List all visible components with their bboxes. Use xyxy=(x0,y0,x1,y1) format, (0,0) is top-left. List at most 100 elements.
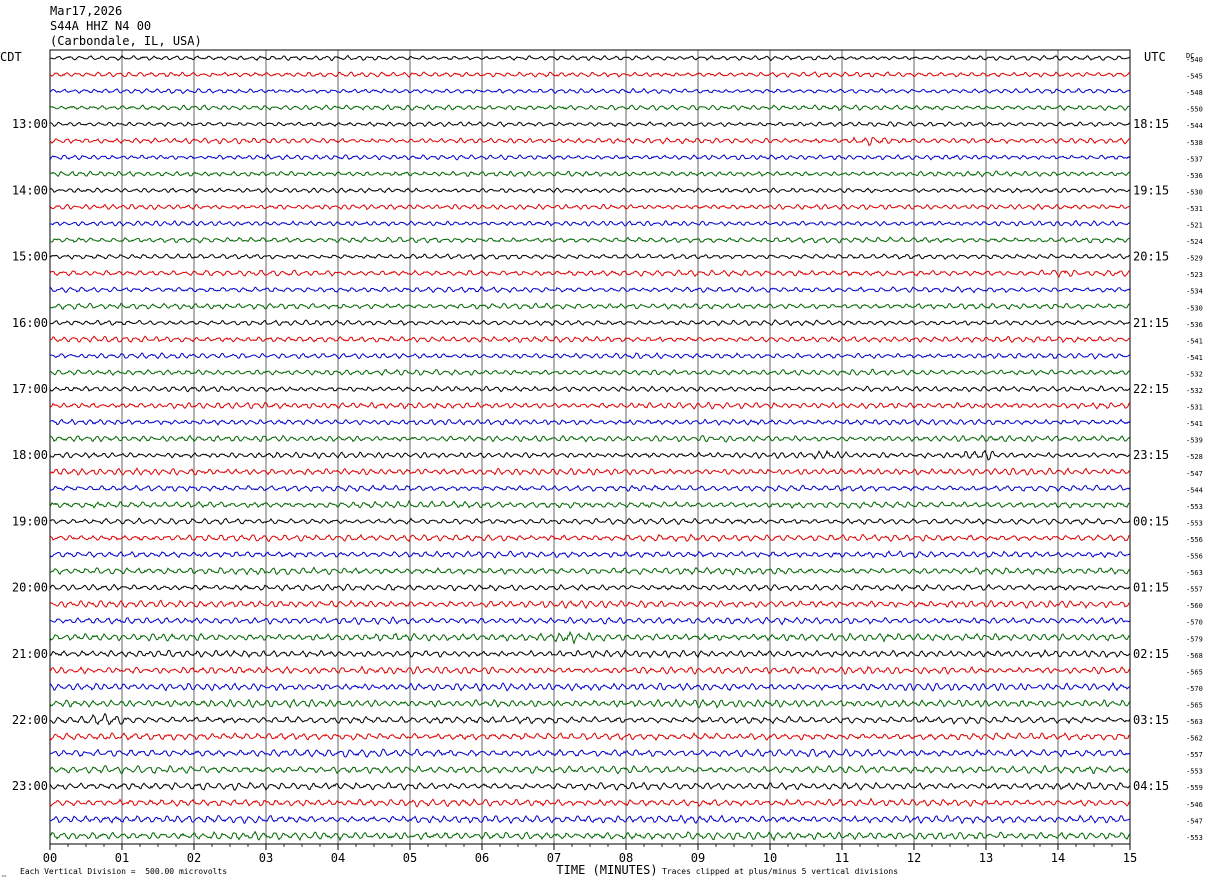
header-location: (Carbondale, IL, USA) xyxy=(50,34,202,48)
seismic-trace xyxy=(49,566,1131,576)
dc-offset-label: -559 xyxy=(1186,784,1203,792)
x-tick-label: 13 xyxy=(979,851,993,865)
dc-offset-label: -531 xyxy=(1186,404,1203,412)
cdt-label: CDT xyxy=(0,50,22,64)
dc-offset-label: -538 xyxy=(1186,139,1203,147)
utc-hour-label: 23:15 xyxy=(1133,448,1169,462)
dc-offset-label: -548 xyxy=(1186,89,1203,97)
seismic-trace xyxy=(49,499,1131,510)
dc-offset-label: -547 xyxy=(1186,817,1203,825)
seismic-trace xyxy=(49,368,1131,377)
cdt-hour-label: 20:00 xyxy=(12,581,48,595)
dc-offset-label: -556 xyxy=(1186,553,1203,561)
scale-note: Each Vertical Division = 500.00 microvol… xyxy=(20,867,228,876)
seismic-trace xyxy=(49,104,1131,112)
cdt-hour-label: 14:00 xyxy=(12,183,48,197)
utc-hour-label: 20:15 xyxy=(1133,250,1169,264)
utc-hour-label: 04:15 xyxy=(1133,779,1169,793)
x-tick-label: 11 xyxy=(835,851,849,865)
utc-hour-label: 21:15 xyxy=(1133,316,1169,330)
seismic-trace xyxy=(49,401,1131,410)
seismic-trace xyxy=(49,335,1131,344)
seismic-trace xyxy=(49,319,1131,327)
dc-offset-label: -531 xyxy=(1186,205,1203,213)
utc-hour-label: 18:15 xyxy=(1133,117,1169,131)
seismic-trace xyxy=(49,253,1131,261)
seismic-trace xyxy=(49,302,1131,310)
seismic-trace xyxy=(49,781,1131,792)
x-tick-label: 14 xyxy=(1051,851,1065,865)
dc-offset-label: -541 xyxy=(1186,420,1203,428)
seismic-trace xyxy=(49,385,1131,393)
dc-offset-label: -534 xyxy=(1186,288,1203,296)
dc-offset-label: -557 xyxy=(1186,751,1203,759)
utc-label: UTC xyxy=(1144,50,1166,64)
dc-offset-label: -529 xyxy=(1186,255,1203,263)
x-tick-label: 15 xyxy=(1123,851,1137,865)
dc-offset-label: -528 xyxy=(1186,453,1203,461)
header-date: Mar17,2026 xyxy=(50,4,123,18)
seismic-trace xyxy=(49,630,1131,645)
cdt-hour-label: 23:00 xyxy=(12,779,48,793)
seismic-trace xyxy=(49,599,1131,610)
seismic-trace xyxy=(49,54,1131,62)
seismic-trace xyxy=(49,71,1131,78)
seismic-trace xyxy=(49,814,1131,825)
utc-hour-label: 19:15 xyxy=(1133,183,1169,197)
seismic-trace xyxy=(49,731,1130,742)
cdt-hour-label: 21:00 xyxy=(12,647,48,661)
seismic-trace xyxy=(49,87,1131,95)
dc-offset-label: -521 xyxy=(1186,222,1203,230)
dc-offset-label: -540 xyxy=(1186,56,1203,64)
x-tick-label: 05 xyxy=(403,851,417,865)
x-axis-title: TIME (MINUTES) xyxy=(556,863,657,877)
dc-offset-label: -570 xyxy=(1186,619,1203,627)
seismic-trace xyxy=(49,712,1131,726)
dc-offset-label: -556 xyxy=(1186,536,1203,544)
dc-offset-label: -562 xyxy=(1186,735,1203,743)
x-tick-label: 12 xyxy=(907,851,921,865)
dc-offset-label: -570 xyxy=(1186,685,1203,693)
x-tick-label: 02 xyxy=(187,851,201,865)
cdt-hour-label: 13:00 xyxy=(12,117,48,131)
dc-offset-label: -532 xyxy=(1186,370,1203,378)
corner-mark: ⺌ xyxy=(1,875,7,882)
dc-offset-label: -579 xyxy=(1186,635,1203,643)
seismic-trace xyxy=(49,187,1131,194)
seismic-trace xyxy=(49,698,1131,709)
dc-offset-label: -537 xyxy=(1186,155,1203,163)
seismic-trace xyxy=(49,681,1131,692)
cdt-hour-label: 17:00 xyxy=(12,382,48,396)
seismic-trace xyxy=(49,665,1131,675)
x-tick-label: 04 xyxy=(331,851,345,865)
x-tick-label: 06 xyxy=(475,851,489,865)
seismic-trace xyxy=(49,418,1131,426)
dc-offset-label: -539 xyxy=(1186,437,1203,445)
dc-offset-label: -553 xyxy=(1186,519,1203,527)
x-tick-label: 00 xyxy=(43,851,57,865)
dc-offset-label: -547 xyxy=(1186,470,1203,478)
seismic-trace xyxy=(49,121,1131,128)
seismic-trace xyxy=(49,550,1131,559)
dc-offset-label: -563 xyxy=(1186,718,1203,726)
seismic-trace xyxy=(49,136,1131,147)
dc-offset-label: -546 xyxy=(1186,801,1203,809)
cdt-hour-label: 18:00 xyxy=(12,448,48,462)
dc-offset-label: -568 xyxy=(1186,652,1203,660)
utc-hour-label: 03:15 xyxy=(1133,713,1169,727)
dc-offset-label: -523 xyxy=(1186,271,1203,279)
cdt-hour-label: 16:00 xyxy=(12,316,48,330)
dc-offset-label: -541 xyxy=(1186,354,1203,362)
dc-offset-label: -541 xyxy=(1186,337,1203,345)
utc-hour-label: 22:15 xyxy=(1133,382,1169,396)
dc-offset-label: -553 xyxy=(1186,768,1203,776)
dc-offset-label: -545 xyxy=(1186,73,1203,81)
cdt-hour-label: 15:00 xyxy=(12,250,48,264)
seismic-trace xyxy=(49,170,1131,178)
dc-offset-label: -565 xyxy=(1186,701,1203,709)
seismic-trace xyxy=(50,352,1131,360)
seismic-trace xyxy=(49,648,1131,659)
utc-hour-label: 02:15 xyxy=(1133,647,1169,661)
x-tick-label: 09 xyxy=(691,851,705,865)
